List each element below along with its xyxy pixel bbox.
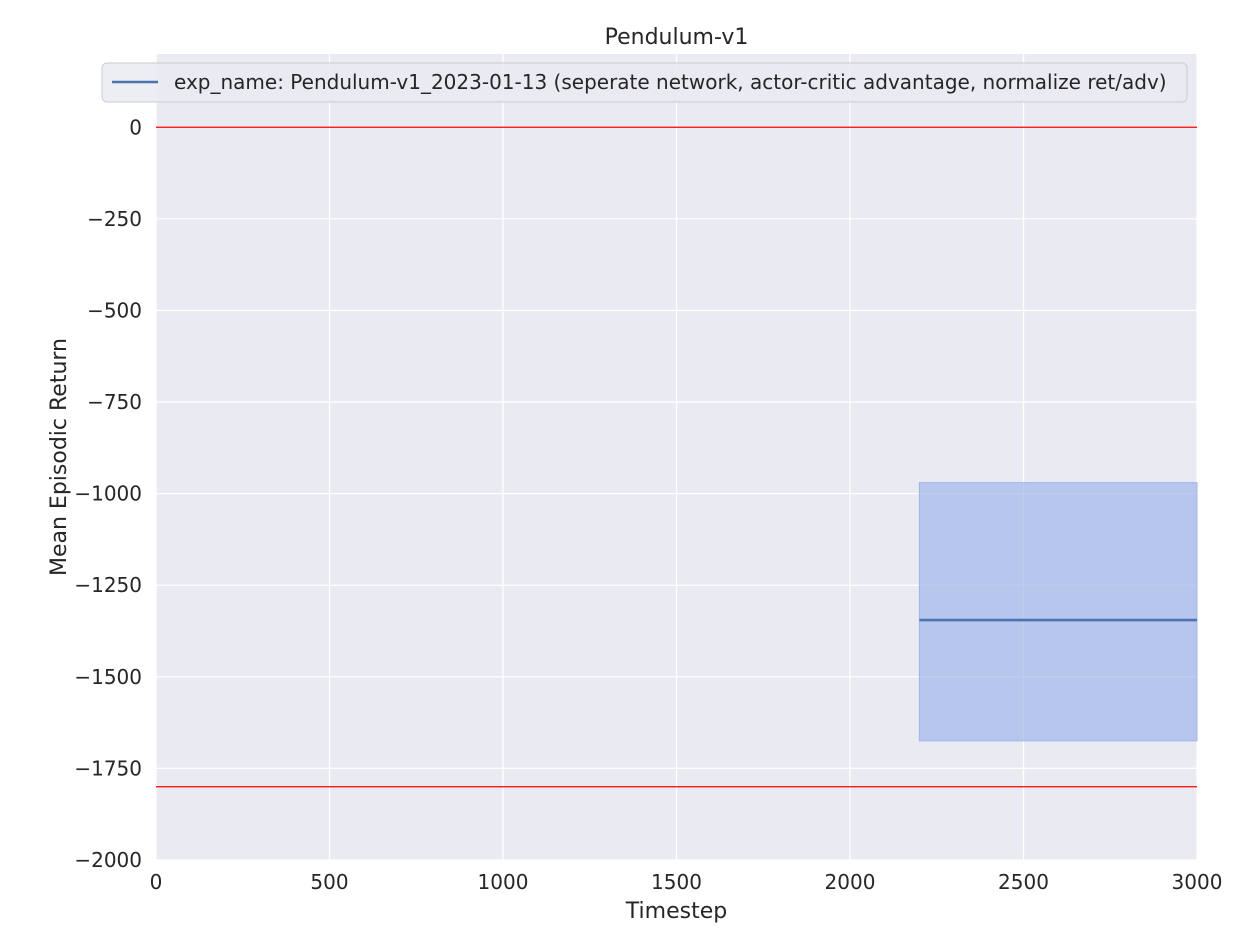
x-axis-label: Timestep (625, 899, 727, 924)
legend-label: exp_name: Pendulum-v1_2023-01-13 (sepera… (174, 70, 1167, 94)
x-tick-label: 1500 (651, 870, 702, 894)
y-tick-label: −750 (87, 390, 142, 414)
x-tick-label: 0 (150, 870, 163, 894)
y-tick-label: −1000 (74, 482, 142, 506)
y-tick-label: −1250 (74, 573, 142, 597)
y-tick-label: 0 (129, 115, 142, 139)
y-tick-labels: 0 −250 −500 −750 −1000 −1250 −1500 −1750 −2000 (74, 115, 142, 872)
reference-lines (156, 126, 1197, 788)
x-tick-label: 500 (310, 870, 348, 894)
x-tick-labels: 0 500 1000 1500 2000 2500 3000 (150, 870, 1223, 894)
y-axis-label: Mean Episodic Return (47, 338, 72, 576)
y-tick-label: −250 (87, 207, 142, 231)
y-tick-label: −1500 (74, 665, 142, 689)
x-tick-label: 3000 (1172, 870, 1223, 894)
legend-box (101, 62, 1188, 103)
y-tick-label: −500 (87, 298, 142, 322)
chart-title: Pendulum-v1 (605, 25, 749, 50)
confidence-band (918, 482, 1198, 742)
y-tick-label: −2000 (74, 848, 142, 872)
y-tick-label: −1750 (74, 756, 142, 780)
confidence-bands (918, 482, 1198, 742)
x-tick-label: 1000 (478, 870, 529, 894)
legend: exp_name: Pendulum-v1_2023-01-13 (sepera… (101, 62, 1188, 103)
x-tick-label: 2500 (998, 870, 1049, 894)
x-tick-label: 2000 (825, 870, 876, 894)
